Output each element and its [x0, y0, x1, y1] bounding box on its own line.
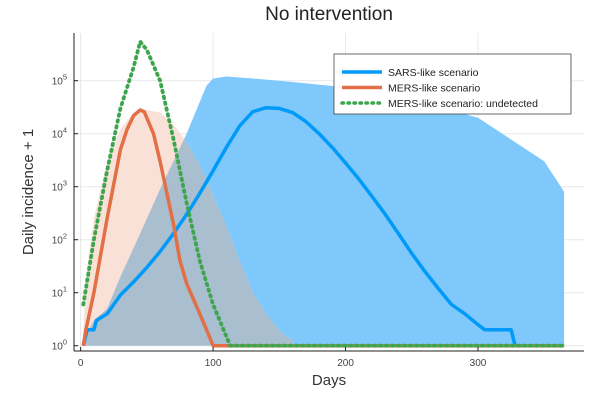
- x-tick-label-2: 200: [337, 358, 354, 369]
- y-axis-label: Daily incidence + 1: [20, 129, 37, 255]
- y-tick-base-4: 10: [52, 130, 64, 141]
- y-tick-exponent-3: 3: [63, 179, 67, 188]
- y-tick-label-2: 102: [52, 232, 67, 247]
- y-tick-label-4: 104: [52, 126, 67, 141]
- x-tick-label-0: 0: [78, 358, 84, 369]
- legend-label-2: MERS-like scenario: undetected: [388, 98, 538, 110]
- y-tick-base-0: 10: [52, 342, 64, 353]
- y-tick-label-5: 105: [52, 73, 67, 88]
- series-line-1: [81, 108, 565, 348]
- x-ticks: 0 100 200 300: [78, 347, 487, 369]
- y-tick-exponent-4: 4: [63, 126, 67, 135]
- x-axis-label: Days: [312, 372, 346, 389]
- y-tick-exponent-2: 2: [63, 232, 67, 241]
- y-tick-base-2: 10: [52, 236, 64, 247]
- axes: [73, 33, 584, 352]
- y-tick-exponent-1: 1: [63, 285, 67, 294]
- y-tick-exponent-0: 0: [63, 338, 67, 347]
- y-tick-label-1: 101: [52, 285, 67, 300]
- y-tick-base-5: 10: [52, 77, 64, 88]
- series-line-0: [81, 105, 565, 348]
- legend: SARS-like scenario MERS-like scenario MERS…: [333, 53, 572, 115]
- y-tick-base-1: 10: [52, 289, 64, 300]
- chart-title: No intervention: [265, 4, 393, 25]
- y-tick-label-0: 100: [52, 338, 67, 353]
- y-tick-base-3: 10: [52, 183, 64, 194]
- series-line-2: [81, 39, 566, 348]
- y-tick-label-3: 103: [52, 179, 67, 194]
- y-tick-exponent-5: 5: [63, 73, 67, 82]
- legend-label-0: SARS-like scenario: [388, 67, 479, 79]
- x-tick-label-1: 100: [205, 358, 222, 369]
- series-lines: [81, 39, 566, 348]
- x-tick-label-3: 300: [470, 358, 487, 369]
- confidence-bands: [83, 76, 565, 346]
- legend-label-1: MERS-like scenario: [388, 83, 480, 95]
